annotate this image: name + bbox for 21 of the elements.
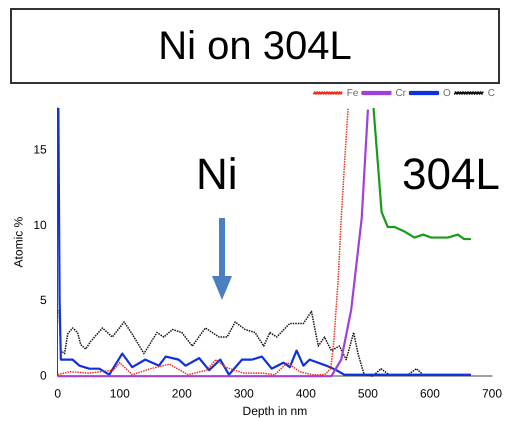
annotation: Ni [196, 150, 238, 200]
legend-label: O [443, 88, 451, 99]
x-tick-label: 500 [358, 386, 378, 401]
chart-title: Ni on 304L [10, 8, 500, 84]
x-tick-label: 700 [482, 386, 502, 401]
y-tick-label: 5 [40, 293, 48, 308]
y-tick-label: 15 [33, 142, 48, 156]
x-axis-title: Depth in nm [242, 404, 308, 418]
x-tick-label: 200 [172, 386, 192, 401]
x-tick-label: 400 [296, 386, 316, 401]
legend-label: Cr [395, 88, 407, 99]
x-tick-label: 0 [54, 386, 62, 401]
y-tick-label: 0 [40, 368, 48, 383]
x-tick-label: 300 [234, 386, 254, 401]
legend-label: C [488, 88, 496, 99]
y-tick-label: 10 [33, 218, 48, 232]
legend-label: Fe [346, 88, 359, 99]
x-tick-label: 100 [110, 386, 130, 401]
x-tick-label: 600 [420, 386, 440, 401]
annotation: 304L [402, 150, 500, 200]
y-axis-title: Atomic % [12, 216, 26, 268]
